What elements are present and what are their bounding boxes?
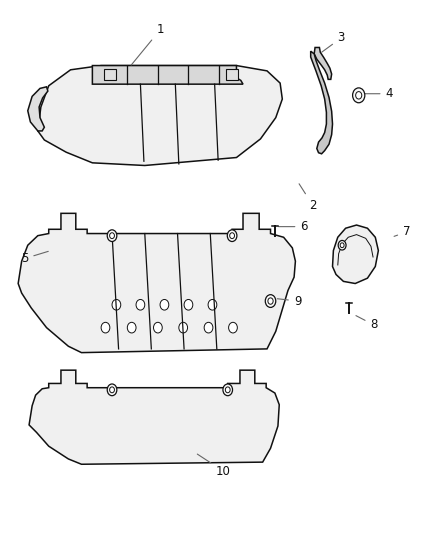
Circle shape xyxy=(160,300,169,310)
Text: 5: 5 xyxy=(21,252,48,265)
Text: 10: 10 xyxy=(197,454,231,478)
Circle shape xyxy=(208,300,217,310)
Text: 1: 1 xyxy=(131,23,164,65)
Circle shape xyxy=(107,384,117,395)
Circle shape xyxy=(204,322,213,333)
Circle shape xyxy=(184,300,193,310)
Text: 7: 7 xyxy=(394,225,410,238)
PathPatch shape xyxy=(28,87,48,131)
Circle shape xyxy=(356,92,362,99)
Bar xyxy=(226,69,238,80)
Circle shape xyxy=(136,300,145,310)
Circle shape xyxy=(179,322,187,333)
Circle shape xyxy=(153,322,162,333)
Circle shape xyxy=(340,243,344,248)
PathPatch shape xyxy=(18,213,295,353)
Text: 8: 8 xyxy=(356,316,378,332)
PathPatch shape xyxy=(314,47,332,79)
Text: 2: 2 xyxy=(299,184,317,212)
Circle shape xyxy=(353,88,365,103)
Circle shape xyxy=(227,230,237,241)
PathPatch shape xyxy=(332,225,378,284)
Circle shape xyxy=(110,233,114,239)
PathPatch shape xyxy=(311,51,332,154)
Circle shape xyxy=(230,233,234,239)
Circle shape xyxy=(107,230,117,241)
Circle shape xyxy=(268,298,273,304)
Circle shape xyxy=(110,387,114,393)
Circle shape xyxy=(112,300,121,310)
Text: 4: 4 xyxy=(364,87,393,100)
Circle shape xyxy=(101,322,110,333)
PathPatch shape xyxy=(92,66,243,84)
Circle shape xyxy=(225,387,230,393)
Text: 9: 9 xyxy=(277,295,301,308)
Circle shape xyxy=(229,322,237,333)
Circle shape xyxy=(265,295,276,308)
Circle shape xyxy=(223,384,233,395)
Text: 6: 6 xyxy=(279,220,308,233)
PathPatch shape xyxy=(29,370,279,464)
Text: 3: 3 xyxy=(321,31,345,52)
Circle shape xyxy=(338,240,346,250)
Bar xyxy=(104,69,116,80)
PathPatch shape xyxy=(38,66,283,165)
Circle shape xyxy=(127,322,136,333)
